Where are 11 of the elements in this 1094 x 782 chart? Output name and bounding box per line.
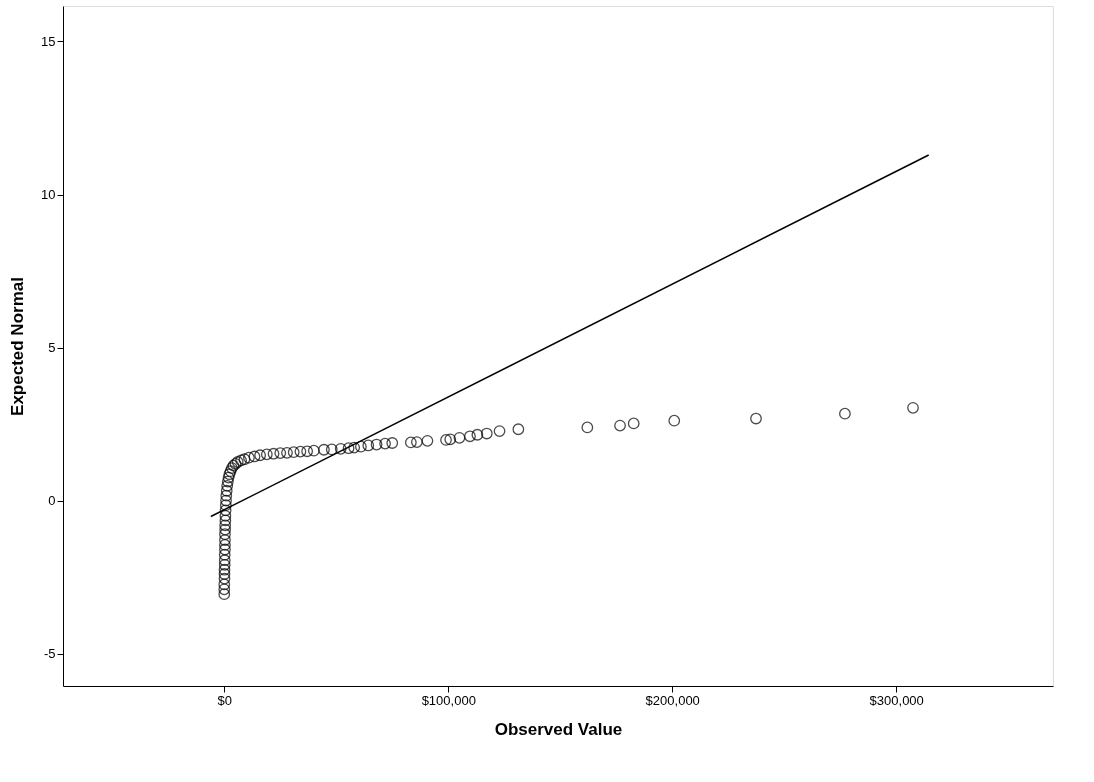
x-tick-label: $100,000 bbox=[421, 692, 476, 708]
y-tick-label: -5 bbox=[43, 646, 56, 662]
y-axis-title: Expected Normal bbox=[8, 277, 28, 416]
y-tick-label: 0 bbox=[48, 493, 56, 509]
x-tick-label: $300,000 bbox=[869, 692, 924, 708]
x-tick-label: $0 bbox=[217, 692, 232, 708]
y-tick-label: 15 bbox=[41, 34, 56, 49]
x-tick-label: $200,000 bbox=[645, 692, 700, 708]
y-tick-label: 5 bbox=[48, 340, 56, 356]
x-axis-title: Observed Value bbox=[494, 719, 623, 739]
y-tick-label: 10 bbox=[41, 187, 56, 203]
